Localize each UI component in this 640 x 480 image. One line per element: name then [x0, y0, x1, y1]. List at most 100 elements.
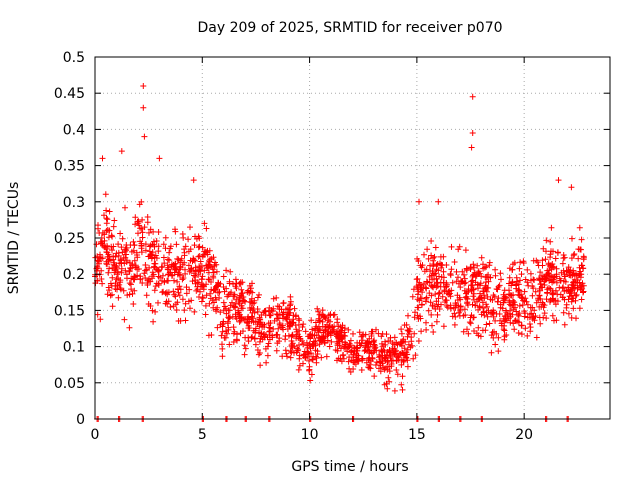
data-point: [578, 284, 585, 291]
data-point: [241, 351, 248, 358]
data-point: [395, 357, 402, 364]
data-point: [167, 243, 174, 250]
data-point: [314, 351, 321, 357]
data-point: [296, 342, 302, 348]
data-point: [345, 326, 352, 333]
data-point: [516, 287, 523, 294]
data-point: [330, 326, 337, 333]
data-point: [393, 339, 400, 346]
data-point: [306, 340, 313, 347]
data-point: [230, 281, 236, 287]
data-point: [153, 255, 160, 262]
data-point: [577, 268, 584, 275]
data-point: [300, 341, 307, 348]
data-point: [424, 246, 431, 253]
data-point: [273, 347, 280, 354]
data-point: [428, 238, 435, 244]
data-point: [524, 301, 531, 308]
data-point: [511, 326, 518, 333]
data-point: [239, 298, 246, 304]
data-point: [416, 198, 422, 205]
data-point: [129, 290, 136, 297]
data-point: [578, 236, 585, 243]
data-point: [139, 216, 146, 223]
data-point: [230, 339, 237, 345]
data-point: [483, 321, 490, 328]
data-point: [287, 309, 294, 316]
data-point: [516, 302, 523, 309]
data-point: [205, 269, 212, 276]
data-point: [398, 326, 405, 333]
data-point: [373, 359, 380, 366]
data-point: [309, 326, 316, 333]
data-point: [526, 321, 533, 327]
data-point: [141, 133, 148, 140]
data-point: [109, 291, 115, 298]
data-point: [338, 327, 345, 334]
data-point: [257, 362, 264, 369]
data-point: [181, 307, 188, 314]
data-point: [95, 257, 102, 264]
data-point: [463, 267, 470, 274]
data-point: [235, 307, 242, 314]
data-point: [421, 268, 428, 275]
data-point: [122, 204, 128, 211]
data-point: [251, 335, 258, 342]
data-point: [315, 329, 322, 336]
data-point: [247, 288, 254, 295]
data-point: [109, 303, 116, 310]
data-point: [130, 247, 137, 254]
data-point: [110, 223, 117, 230]
data-point: [186, 286, 193, 293]
axis-ticks: 0 0.05 0.1 0.15 0.2 0.25 0.3 0.35 0.4 0.45 0.5 0 5 10…: [54, 50, 610, 443]
data-point: [422, 298, 429, 305]
data-point: [218, 332, 225, 339]
data-point: [522, 295, 529, 302]
data-point: [199, 294, 206, 301]
data-point: [140, 83, 147, 89]
data-point: [339, 324, 346, 331]
data-point: [522, 325, 529, 332]
data-point: [503, 332, 510, 338]
data-point: [563, 301, 570, 308]
data-point: [386, 368, 393, 375]
data-point: [246, 325, 253, 331]
data-point: [341, 344, 347, 351]
data-point: [192, 257, 198, 264]
data-point: [101, 244, 108, 251]
data-point: [97, 316, 104, 323]
data-point: [493, 330, 500, 337]
data-point: [149, 241, 156, 248]
data-point: [439, 262, 446, 268]
data-point: [495, 334, 502, 341]
data-point: [347, 342, 354, 349]
data-point: [207, 290, 214, 297]
data-point: [399, 338, 406, 344]
data-point: [475, 306, 482, 313]
data-point: [348, 349, 355, 356]
data-point: [214, 324, 221, 331]
data-point: [287, 354, 294, 361]
data-point: [428, 311, 435, 318]
data-point: [391, 387, 398, 394]
y-tick-label: 0.35: [54, 159, 85, 175]
data-point: [461, 271, 467, 278]
data-point: [144, 219, 151, 226]
data-point: [572, 292, 579, 299]
data-point: [205, 264, 211, 271]
data-point: [166, 269, 173, 276]
data-point: [299, 324, 306, 330]
data-point: [335, 323, 342, 330]
data-point: [199, 273, 206, 280]
data-point: [114, 271, 121, 278]
data-point: [373, 326, 379, 333]
data-point: [399, 373, 406, 380]
data-point: [507, 319, 514, 326]
data-point: [428, 252, 435, 259]
data-point: [134, 218, 141, 225]
data-point: [385, 338, 392, 344]
data-point: [109, 274, 116, 281]
data-point: [137, 238, 144, 245]
data-point: [540, 304, 547, 311]
data-point: [514, 318, 521, 325]
